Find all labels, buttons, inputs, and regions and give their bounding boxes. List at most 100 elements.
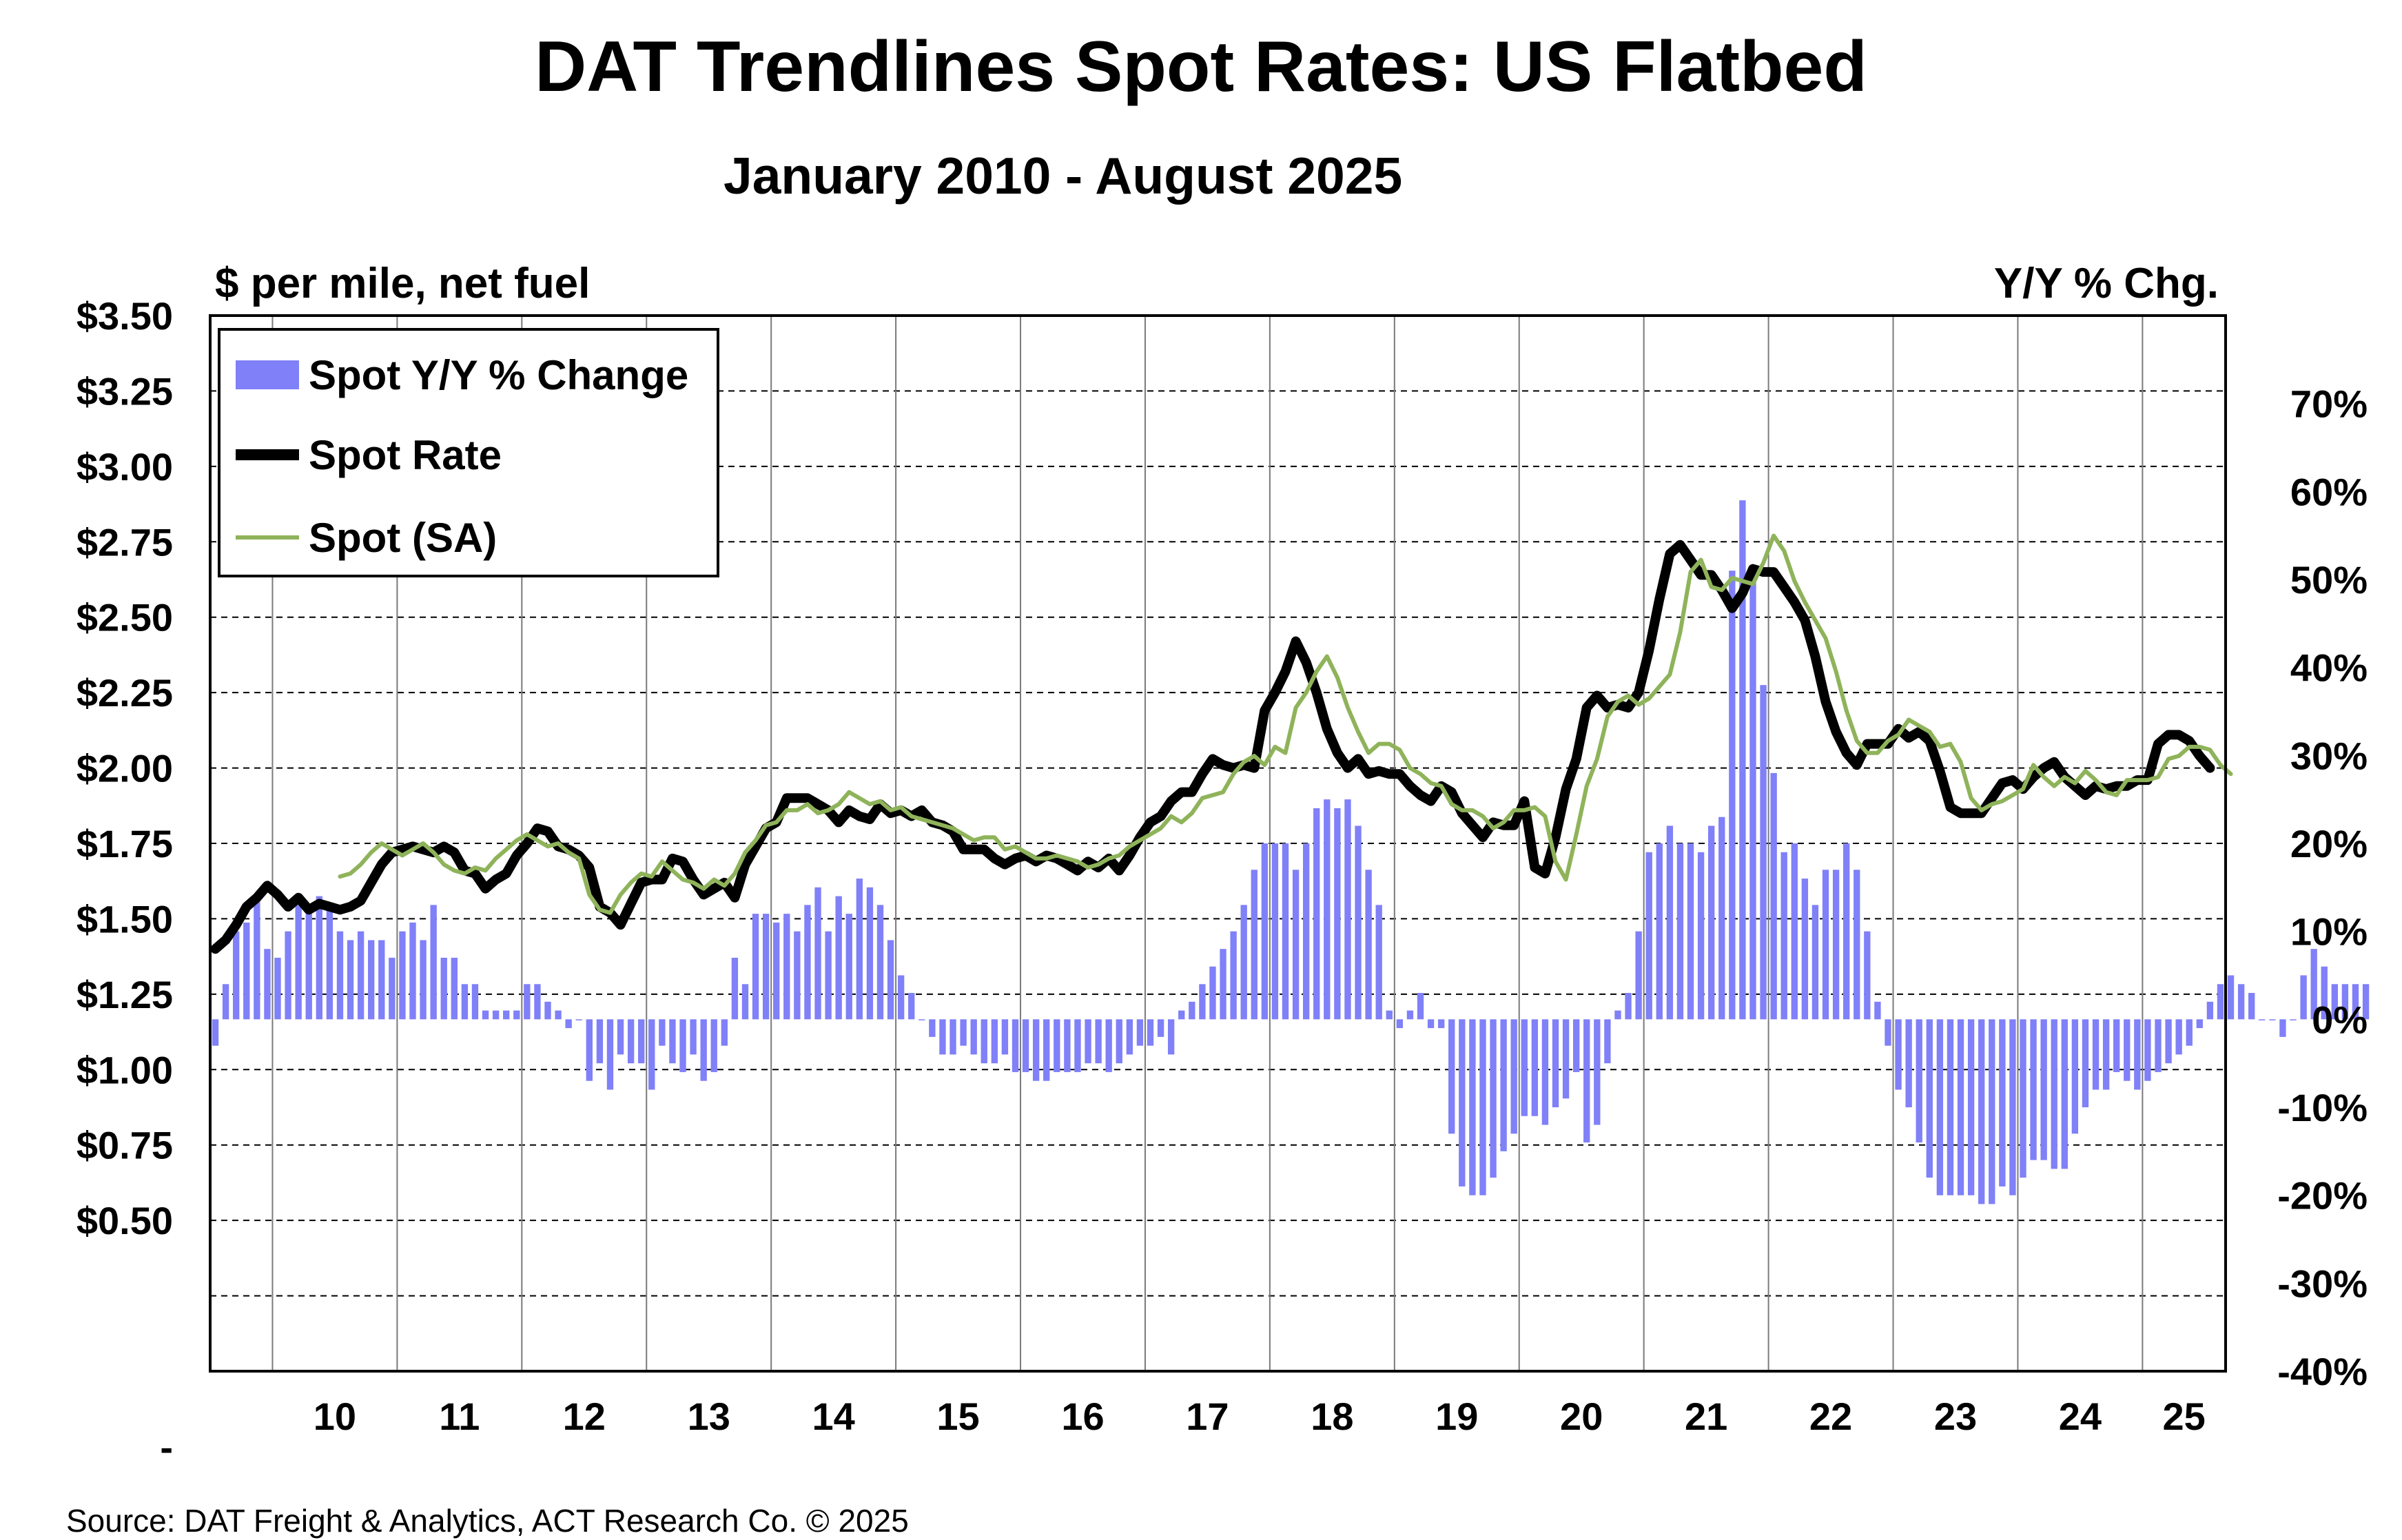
yoy-bar bbox=[2124, 1019, 2131, 1081]
x-tick-label: 18 bbox=[1311, 1395, 1353, 1438]
legend-label-spot: Spot Rate bbox=[309, 431, 502, 478]
yoy-bar bbox=[586, 1019, 593, 1081]
x-tick-label: 24 bbox=[2059, 1395, 2102, 1438]
yoy-bar bbox=[2051, 1019, 2057, 1169]
yoy-bar bbox=[285, 931, 291, 1020]
right-tick-label: -10% bbox=[2277, 1086, 2368, 1129]
right-tick-label: -40% bbox=[2277, 1350, 2368, 1393]
yoy-bar bbox=[731, 957, 739, 1020]
yoy-bar bbox=[2134, 1019, 2141, 1090]
yoy-bar bbox=[2186, 1019, 2193, 1046]
yoy-bar bbox=[762, 914, 770, 1020]
yoy-bar bbox=[482, 1010, 489, 1020]
left-tick-label: $0.50 bbox=[76, 1199, 173, 1242]
yoy-bar bbox=[1832, 870, 1840, 1020]
yoy-bar bbox=[1022, 1019, 1029, 1072]
yoy-bar bbox=[534, 984, 541, 1020]
yoy-bar bbox=[1760, 685, 1767, 1020]
yoy-bar bbox=[1032, 1019, 1040, 1081]
right-tick-label: 30% bbox=[2290, 734, 2368, 777]
spot-rate-line bbox=[210, 540, 2215, 954]
yoy-bar bbox=[1386, 1010, 1393, 1020]
yoy-bar bbox=[606, 1019, 614, 1090]
left-tick-label: $2.50 bbox=[76, 596, 173, 639]
yoy-bar bbox=[1469, 1019, 1476, 1195]
yoy-bar bbox=[2227, 975, 2235, 1020]
legend-item-sa: Spot (SA) bbox=[236, 510, 497, 565]
yoy-bar bbox=[1864, 931, 1871, 1020]
yoy-bar bbox=[2362, 984, 2370, 1020]
yoy-bar bbox=[897, 975, 905, 1020]
left-tick-label: $3.00 bbox=[76, 445, 173, 489]
right-tick-label: 50% bbox=[2290, 558, 2368, 602]
yoy-bar bbox=[1707, 825, 1715, 1020]
left-tick-label: $3.50 bbox=[76, 294, 173, 338]
yoy-bar bbox=[1583, 1019, 1590, 1143]
right-axis-ticks: 70% 60% 50% 40% 30% 20% 10% 0% -10% -20% -30% -40% bbox=[2277, 382, 2368, 1393]
yoy-bar bbox=[1541, 1019, 1549, 1125]
yoy-bar bbox=[1500, 1019, 1507, 1151]
yoy-bar bbox=[1147, 1019, 1154, 1046]
yoy-bar bbox=[1926, 1019, 1933, 1178]
yoy-bar bbox=[1292, 870, 1300, 1020]
yoy-bar bbox=[981, 1019, 987, 1064]
plot-border bbox=[209, 314, 2227, 1373]
yoy-bar bbox=[1074, 1019, 1081, 1072]
yoy-bar bbox=[918, 1019, 925, 1020]
yoy-bar bbox=[929, 1019, 936, 1037]
left-axis-label: $ per mile, net fuel bbox=[215, 260, 591, 307]
x-tick-label: 12 bbox=[563, 1395, 606, 1438]
yoy-bar bbox=[939, 1019, 946, 1055]
yoy-bar bbox=[326, 905, 333, 1020]
yoy-bar bbox=[794, 931, 801, 1020]
yoy-bar bbox=[1676, 843, 1684, 1020]
yoy-bar bbox=[2155, 1019, 2162, 1072]
yoy-bar bbox=[1230, 931, 1237, 1020]
yoy-bar bbox=[2310, 949, 2317, 1020]
yoy-bar bbox=[659, 1019, 666, 1046]
yoy-bar bbox=[887, 940, 894, 1020]
yoy-bar bbox=[1614, 1010, 1621, 1020]
yoy-bar bbox=[305, 914, 312, 1020]
yoy-bar bbox=[1157, 1019, 1164, 1037]
yoy-bar bbox=[2030, 1019, 2037, 1160]
spot-sa-line bbox=[338, 533, 2233, 915]
yoy-bar bbox=[274, 957, 281, 1020]
left-tick-label: $1.50 bbox=[76, 897, 173, 941]
yoy-bar bbox=[1749, 571, 1756, 1020]
x-tick-label: 17 bbox=[1186, 1395, 1229, 1438]
yoy-bar bbox=[2113, 1019, 2120, 1072]
yoy-bar bbox=[1344, 799, 1351, 1020]
yoy-bar bbox=[1562, 1019, 1570, 1099]
yoy-bar bbox=[212, 1019, 219, 1046]
yoy-bar bbox=[1095, 1019, 1102, 1064]
right-tick-label: 40% bbox=[2290, 646, 2368, 690]
yoy-bar bbox=[908, 993, 915, 1020]
yoy-bar bbox=[1116, 1019, 1122, 1064]
legend-label-sa: Spot (SA) bbox=[309, 514, 497, 561]
yoy-bar bbox=[524, 984, 531, 1020]
yoy-bar bbox=[741, 984, 749, 1020]
yoy-bar bbox=[430, 905, 437, 1020]
yoy-bar bbox=[991, 1019, 998, 1064]
yoy-bar bbox=[2082, 1019, 2089, 1107]
yoy-bar bbox=[1801, 879, 1809, 1020]
yoy-bar bbox=[461, 984, 469, 1020]
yoy-bar bbox=[1874, 1001, 1881, 1020]
legend: Spot Y/Y % Change Spot Rate Spot (SA) bbox=[218, 328, 719, 577]
rate-lines bbox=[210, 533, 2233, 954]
yoy-bar bbox=[1625, 993, 1632, 1020]
yoy-bar bbox=[254, 896, 260, 1020]
yoy-bar bbox=[1105, 1019, 1112, 1072]
yoy-bar bbox=[378, 940, 385, 1020]
yoy-bar bbox=[1251, 870, 1258, 1020]
right-tick-label: 20% bbox=[2290, 822, 2368, 865]
x-tick-label: 25 bbox=[2163, 1395, 2206, 1438]
yoy-bar bbox=[1282, 843, 1289, 1020]
yoy-bar bbox=[2009, 1019, 2016, 1195]
yoy-bar bbox=[1271, 843, 1279, 1020]
yoy-bar bbox=[1220, 949, 1226, 1020]
yoy-bar bbox=[1687, 843, 1694, 1020]
yoy-bar bbox=[1510, 1019, 1517, 1134]
